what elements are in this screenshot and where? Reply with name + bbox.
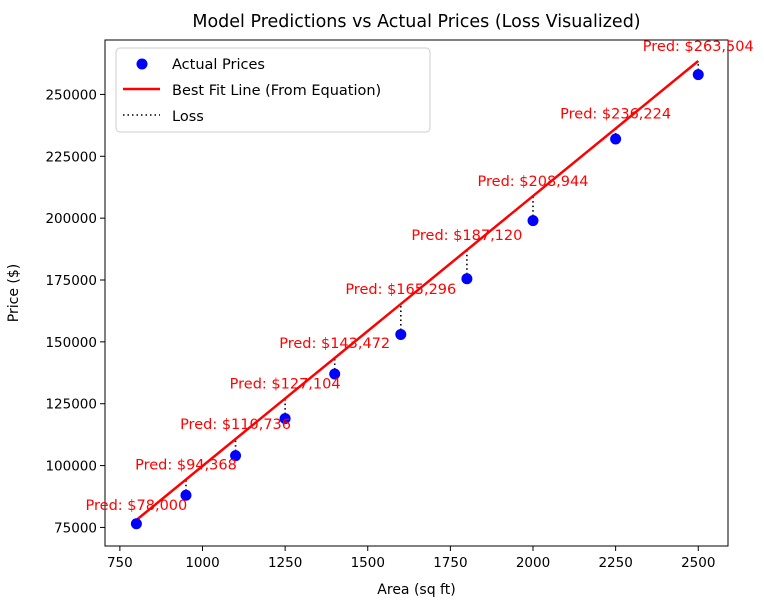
x-tick-label: 750 — [107, 555, 133, 571]
x-tick-label: 2000 — [516, 555, 550, 571]
prediction-label: Pred: $236,224 — [560, 107, 671, 123]
prediction-label: Pred: $208,944 — [478, 174, 589, 190]
plot-frame — [104, 39, 729, 547]
actual-price-point — [461, 273, 473, 285]
prediction-label: Pred: $78,000 — [86, 498, 188, 514]
x-tick-label: 1750 — [433, 555, 467, 571]
legend: Actual Prices Best Fit Line (From Equatio… — [115, 47, 431, 133]
y-tick-label: 175000 — [45, 273, 97, 289]
legend-label: Best Fit Line (From Equation) — [172, 83, 381, 99]
x-tick-label: 1500 — [351, 555, 385, 571]
x-axis-label: Area (sq ft) — [377, 582, 455, 598]
actual-points — [130, 69, 704, 530]
x-tick-label: 1000 — [185, 555, 219, 571]
prediction-label: Pred: $165,296 — [345, 282, 456, 298]
actual-price-point — [610, 133, 622, 145]
prediction-label: Pred: $110,736 — [180, 417, 291, 433]
actual-price-point — [230, 450, 242, 462]
actual-price-point — [279, 413, 291, 425]
y-tick-label: 150000 — [45, 335, 97, 351]
prediction-label: Pred: $94,368 — [135, 458, 237, 474]
actual-price-point — [692, 69, 704, 81]
legend-label: Loss — [172, 109, 204, 125]
y-axis-label: Price ($) — [6, 264, 22, 322]
best-fit-line-path — [135, 60, 700, 521]
actual-price-point — [180, 489, 192, 501]
actual-price-point — [329, 368, 341, 380]
y-tick-label: 250000 — [45, 87, 97, 103]
prediction-labels: Pred: $78,000 Pred: $94,368 Pred: $110,736… — [86, 39, 754, 514]
actual-price-point — [527, 215, 539, 227]
x-axis: 750 1000 1250 1500 1750 2000 2250 2500 — [107, 546, 715, 571]
y-axis: 75000 100000 125000 150000 175000 200000 22500… — [45, 87, 105, 536]
y-tick-label: 75000 — [54, 520, 97, 536]
prediction-label: Pred: $127,104 — [230, 377, 341, 393]
legend-label: Actual Prices — [172, 57, 265, 73]
chart-title: Model Predictions vs Actual Prices (Loss… — [192, 12, 640, 32]
y-tick-label: 200000 — [45, 211, 97, 227]
actual-price-point — [130, 518, 142, 530]
prediction-label: Pred: $143,472 — [279, 336, 390, 352]
y-tick-label: 225000 — [45, 149, 97, 165]
actual-price-point — [395, 328, 407, 340]
x-tick-label: 2500 — [681, 555, 715, 571]
best-fit-line — [135, 60, 700, 521]
prediction-label: Pred: $263,504 — [643, 39, 754, 55]
y-tick-label: 100000 — [45, 459, 97, 475]
legend-box — [115, 47, 431, 133]
prediction-label: Pred: $187,120 — [411, 228, 522, 244]
x-tick-label: 2250 — [598, 555, 632, 571]
x-tick-label: 1250 — [268, 555, 302, 571]
y-tick-label: 125000 — [45, 397, 97, 413]
legend-marker-actual — [136, 58, 148, 70]
